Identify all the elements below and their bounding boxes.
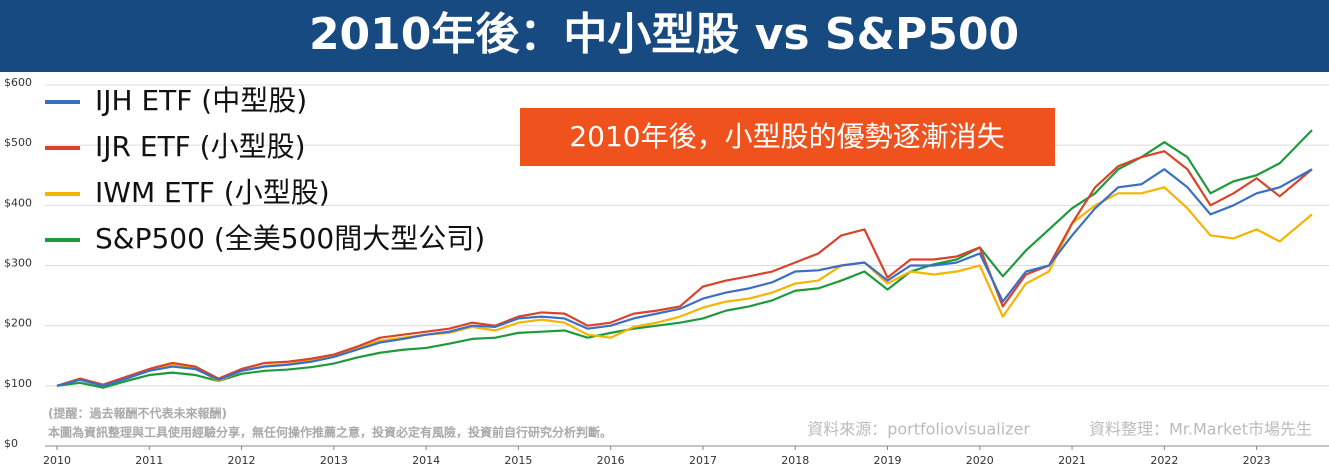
x-tick-label: 2012 <box>228 454 256 467</box>
series-line <box>56 129 1313 389</box>
legend-label: IWM ETF (小型股) <box>95 176 330 209</box>
y-tick-label: $200 <box>4 317 32 330</box>
x-tick-label: 2023 <box>1243 454 1271 467</box>
chart-title: 2010年後：中小型股 vs S&P500 <box>309 9 1019 60</box>
series-line <box>56 168 1313 387</box>
plot-area: $0 $100 $200 $300 $400 $500 $600 2010 2011 2012 20… <box>4 76 1329 467</box>
y-tick-label: $400 <box>4 196 32 209</box>
legend-label: S&P500 (全美500間大型公司) <box>95 222 485 255</box>
note: 本圖為資訊整理與工具使用經驗分享，無任何操作推薦之意，投資必定有風險，投資前自行… <box>48 425 612 440</box>
x-tick-label: 2021 <box>1058 454 1086 467</box>
y-tick-label: $300 <box>4 257 32 270</box>
credit: 資料整理：Mr.Market市場先生 <box>1089 420 1312 439</box>
y-tick-label: $100 <box>4 377 32 390</box>
x-tick-label: 2019 <box>874 454 902 467</box>
x-tick-label: 2022 <box>1150 454 1178 467</box>
x-tick-label: 2017 <box>689 454 717 467</box>
legend-label: IJR ETF (小型股) <box>95 130 306 163</box>
annotation-box <box>520 108 1055 166</box>
series-line <box>56 150 1313 387</box>
x-tick-label: 2015 <box>504 454 532 467</box>
y-tick-label: $600 <box>4 76 32 89</box>
x-tick-label: 2018 <box>781 454 809 467</box>
x-tick-label: 2020 <box>966 454 994 467</box>
x-tick-label: 2013 <box>320 454 348 467</box>
y-tick-label: $500 <box>4 136 32 149</box>
note: (提醒：過去報酬不代表未來報酬) <box>48 406 227 421</box>
y-tick-label: $0 <box>4 437 18 450</box>
legend-label: IJH ETF (中型股) <box>95 84 307 117</box>
title-banner <box>0 0 1329 72</box>
x-tick-label: 2016 <box>597 454 625 467</box>
annotation: 2010年後，小型股的優勢逐漸消失 <box>569 120 1004 153</box>
x-tick-label: 2011 <box>135 454 163 467</box>
x-tick-label: 2014 <box>412 454 440 467</box>
series-line <box>56 186 1313 387</box>
x-tick-label: 2010 <box>43 454 71 467</box>
source: 資料來源：portfoliovisualizer <box>807 420 1030 439</box>
